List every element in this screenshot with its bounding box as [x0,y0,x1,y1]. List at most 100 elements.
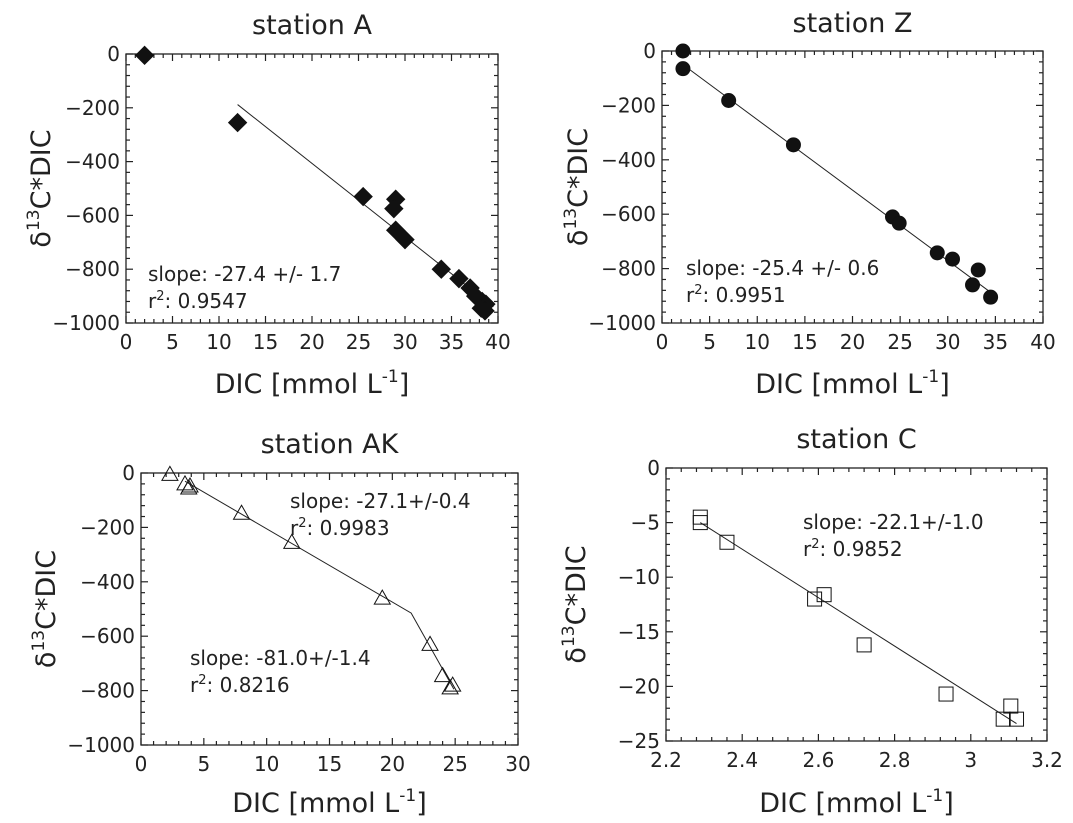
y-tick-label: 0 [107,42,120,66]
y-tick-label: −200 [80,515,135,539]
x-tick-label: 10 [206,330,231,354]
x-tick-label: 40 [1030,330,1055,354]
data-point [232,504,251,520]
data-point [1003,698,1019,714]
chart-title: station Z [793,8,913,39]
data-point [384,198,404,219]
y-tick-label: −800 [601,257,656,281]
x-tick-label: 2.2 [650,748,682,772]
data-point [421,635,439,651]
r-squared-annotation: r2: 0.9547 [148,289,248,313]
plot-frame [140,472,519,746]
y-axis-label: δ13C*DIC [24,129,57,247]
y-tick-label: −400 [601,148,656,172]
data-point [945,251,961,267]
data-point [721,93,737,109]
r-squared-annotation: r2: 0.9951 [686,283,786,307]
data-point [675,43,691,59]
y-tick-label: 0 [643,39,656,63]
y-tick-label: −400 [65,150,120,174]
slope-annotation: slope: -22.1+/-1.0 [803,510,984,534]
x-tick-label: 20 [380,752,405,776]
data-point [816,587,832,603]
x-tick-label: 3 [964,748,977,772]
x-tick-label: 30 [392,330,417,354]
x-tick-label: 15 [317,752,342,776]
data-point [395,229,415,250]
x-tick-label: 35 [439,330,464,354]
data-point [1009,711,1025,727]
data-point [856,637,872,653]
y-tick-label: −1000 [67,733,135,757]
x-tick-label: 5 [703,330,716,354]
chart-panel-4: 2.2 2.4 2.6 2.8 3 3.2 −25 −20 −15 −10 −5 0 station C… [559,424,1063,819]
x-tick-label: 20 [299,330,324,354]
x-tick-label: 0 [135,752,148,776]
chart-panel-3: 0 5 10 15 20 25 30 −1000 −800 −600 −400 −200 0 statio… [29,429,531,819]
y-tick-label: 0 [122,461,135,485]
data-point [692,509,708,525]
y-tick-label: −200 [65,96,120,120]
data-point [995,711,1011,727]
data-point [134,45,155,66]
x-tick-label: 15 [792,330,817,354]
x-tick-label: 10 [254,752,279,776]
x-tick-label: 25 [442,752,467,776]
slope-annotation: slope: -81.0+/-1.4 [190,646,371,670]
x-axis-label: DIC [mmol L-1] [232,786,426,819]
chart-title: station AK [261,429,400,460]
y-axis-label: δ13C*DIC [559,545,592,663]
x-tick-label: 10 [745,330,770,354]
fit-line [237,104,494,308]
data-point [965,277,981,293]
data-point [181,477,199,493]
x-tick-label: 35 [983,330,1008,354]
x-tick-label: 2.6 [802,748,834,772]
x-tick-label: 30 [935,330,960,354]
data-point [282,533,301,549]
y-tick-label: −15 [618,620,660,644]
x-tick-label: 25 [887,330,912,354]
x-tick-label: 30 [505,752,530,776]
y-tick-label: −800 [65,257,120,281]
slope-annotation: slope: -25.4 +/- 0.6 [686,256,879,280]
y-tick-label: −400 [80,570,135,594]
fit-line [184,480,455,690]
slope-annotation: slope: -27.4 +/- 1.7 [148,262,341,286]
x-tick-label: 0 [120,330,133,354]
data-point [807,591,823,607]
y-tick-label: −20 [618,674,660,698]
y-tick-label: −5 [631,511,660,535]
r-squared-annotation: r2: 0.9852 [803,537,903,561]
x-tick-label: 2.8 [879,748,911,772]
slope-annotation: slope: -27.1+/-0.4 [290,489,471,513]
data-point [929,245,945,261]
x-tick-label: 5 [166,330,179,354]
data-point [475,301,495,321]
data-point [373,589,392,605]
data-point [227,112,248,133]
y-tick-label: −1000 [588,311,656,335]
y-axis-label: δ13C*DIC [561,128,594,246]
y-tick-label: 0 [647,456,660,480]
data-point [431,259,451,279]
x-tick-label: 2.4 [726,748,758,772]
x-tick-label: 3.2 [1031,748,1063,772]
chart-title: station A [252,10,373,41]
chart-panel-2: 0 5 10 15 20 25 30 35 40 −1000 −800 −600 −400 −200 0 st… [561,8,1056,400]
x-tick-label: 0 [656,330,669,354]
y-tick-label: −25 [618,729,660,753]
data-point [719,534,735,550]
chart-panel-1: 0 5 10 15 20 25 30 35 40 −1000 −800 −600 −400 −200 0 st… [24,10,511,400]
data-point [675,61,691,77]
plot-frame [665,467,1048,742]
data-point [692,515,708,531]
data-point [785,137,801,153]
r-squared-annotation: r2: 0.8216 [190,673,290,697]
data-point [433,666,452,683]
x-tick-label: 40 [485,330,510,354]
y-tick-label: −10 [618,565,660,589]
chart-title: station C [796,424,916,455]
fit-line [700,522,1017,724]
